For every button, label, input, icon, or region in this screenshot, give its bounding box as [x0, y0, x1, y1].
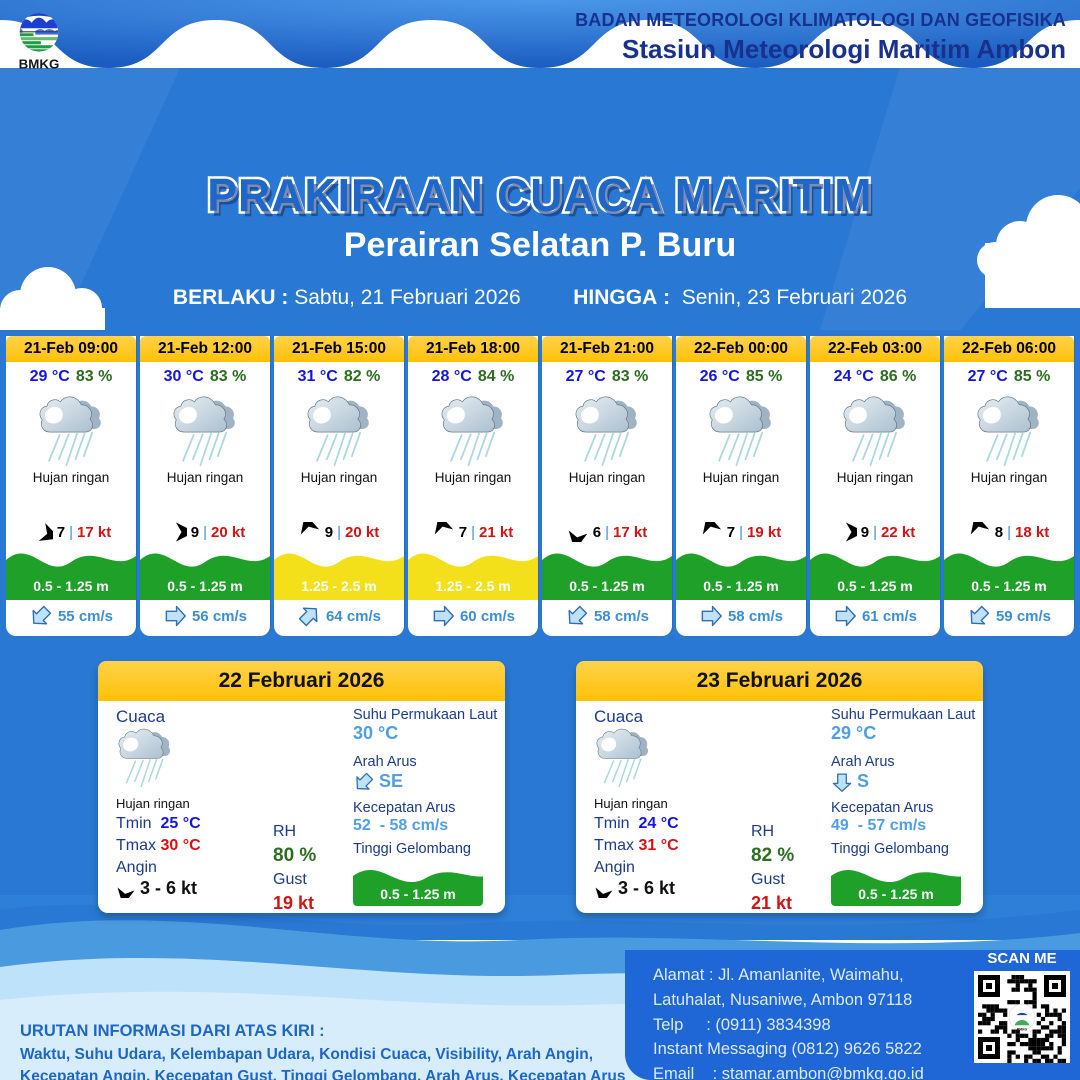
svg-text:BMKG: BMKG	[1017, 1027, 1028, 1031]
svg-text:BMKG: BMKG	[19, 57, 60, 72]
